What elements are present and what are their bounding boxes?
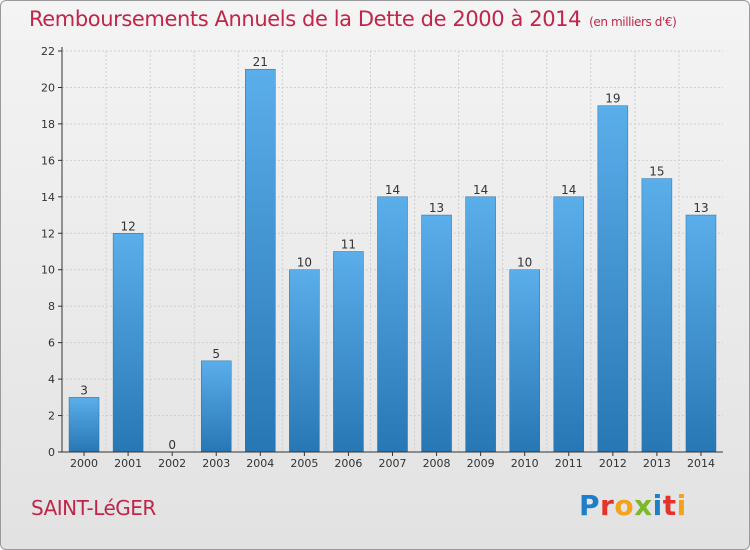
grid-lines [62, 50, 723, 452]
y-tick-label: 20 [41, 81, 55, 94]
bar [245, 68, 276, 453]
bar-value-label: 10 [517, 256, 532, 270]
x-tick-label: 2007 [379, 457, 407, 470]
y-tick-label: 0 [48, 446, 55, 459]
bar-value-label: 13 [693, 201, 708, 215]
x-tick-label: 2004 [246, 457, 274, 470]
x-tick-label: 2006 [334, 457, 362, 470]
bar [333, 251, 364, 453]
logo-letter: P [579, 489, 601, 522]
y-tick-label: 12 [41, 227, 55, 240]
x-tick-label: 2001 [114, 457, 142, 470]
x-tick-label: 2014 [687, 457, 715, 470]
y-tick-label: 18 [41, 118, 55, 131]
y-tick-label: 14 [41, 191, 55, 204]
logo-letter: i [676, 489, 687, 522]
y-tick-label: 6 [48, 337, 55, 350]
y-tick-label: 8 [48, 300, 55, 313]
x-tick-label: 2010 [511, 457, 539, 470]
y-tick-label: 16 [41, 154, 55, 167]
x-tick-label: 2011 [555, 457, 583, 470]
bar [289, 269, 320, 453]
bar [421, 214, 452, 453]
bar [465, 196, 496, 453]
bar [641, 178, 673, 453]
y-tick-label: 4 [48, 373, 55, 386]
bar [509, 269, 540, 453]
bar-value-label: 19 [605, 92, 620, 106]
commune-name: SAINT-LéGER [31, 496, 156, 520]
bar [68, 397, 100, 453]
bar-value-label: 3 [80, 383, 88, 397]
bar [200, 360, 232, 453]
labels: 0 2 4 6 8 10 12 14 16 18 20 22 3 2000 12 2001 0 2002 5 2003… [41, 45, 715, 470]
logo-letter: t [662, 489, 677, 522]
bar-value-label: 15 [649, 165, 664, 179]
bar-value-label: 14 [561, 183, 576, 197]
bar-value-label: 11 [341, 238, 356, 252]
bar-value-label: 5 [212, 347, 220, 361]
bar-value-label: 21 [253, 55, 268, 69]
x-tick-label: 2009 [467, 457, 495, 470]
bar [597, 105, 629, 453]
bar [112, 233, 144, 453]
x-tick-label: 2013 [643, 457, 671, 470]
chart-title: Remboursements Annuels de la Dette de 20… [29, 7, 677, 31]
bars [68, 68, 717, 453]
x-tick-label: 2000 [70, 457, 98, 470]
x-tick-label: 2005 [290, 457, 318, 470]
x-tick-label: 2002 [158, 457, 186, 470]
bar-value-label: 14 [473, 183, 488, 197]
y-tick-label: 10 [41, 264, 55, 277]
bar [553, 196, 585, 453]
axes [58, 47, 723, 456]
logo-letter: o [614, 489, 635, 522]
y-tick-label: 22 [41, 45, 55, 58]
x-tick-label: 2008 [423, 457, 451, 470]
logo-letter: x [634, 489, 653, 522]
chart-title-text: Remboursements Annuels de la Dette de 20… [29, 7, 582, 31]
logo-letter: i [652, 489, 663, 522]
bar-value-label: 10 [297, 256, 312, 270]
bar [377, 196, 408, 453]
x-tick-label: 2012 [599, 457, 627, 470]
bar-value-label: 0 [168, 438, 176, 452]
bar-value-label: 13 [429, 201, 444, 215]
x-tick-label: 2003 [202, 457, 230, 470]
chart-unit-label: (en milliers d'€) [589, 15, 677, 29]
bar-value-label: 14 [385, 183, 400, 197]
proxiti-logo: Proxiti [579, 489, 687, 522]
bar [685, 214, 717, 453]
logo-letter: r [600, 489, 615, 522]
bar-value-label: 12 [120, 219, 135, 233]
y-tick-label: 2 [48, 410, 55, 423]
